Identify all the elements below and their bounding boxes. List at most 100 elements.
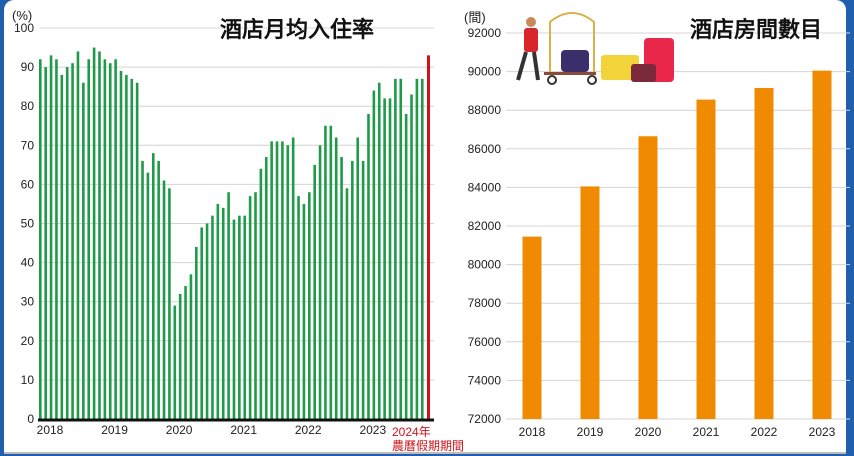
bar xyxy=(76,51,80,420)
rooms-chart: 72000 74000 76000 78000 80000 82000 84000 86000… xyxy=(468,26,850,439)
bar xyxy=(345,188,349,419)
bar xyxy=(211,215,214,419)
bar xyxy=(318,145,322,420)
bar xyxy=(410,94,413,419)
bar xyxy=(754,88,774,419)
x-tick-label: 2019 xyxy=(577,425,604,439)
y-tick-label: 100 xyxy=(14,21,34,35)
bar xyxy=(580,186,600,419)
bar xyxy=(243,215,247,419)
highlight-sublabel: 農曆假期期間 xyxy=(392,439,464,453)
bar xyxy=(151,153,155,419)
y-tick-label: 50 xyxy=(21,217,35,231)
y-tick-label: 74000 xyxy=(468,373,502,387)
y-tick-label: 90 xyxy=(21,60,35,74)
rooms-title: 酒店房間數目 xyxy=(690,17,822,43)
bar xyxy=(420,78,424,419)
y-tick-label: 30 xyxy=(21,295,35,309)
y-tick-label: 0 xyxy=(27,412,34,426)
bar xyxy=(377,82,381,420)
y-tick-label: 88000 xyxy=(468,103,502,117)
y-tick-label: 84000 xyxy=(468,180,502,194)
y-tick-label: 78000 xyxy=(468,296,502,310)
bar xyxy=(200,227,203,419)
bar xyxy=(812,70,832,419)
bar xyxy=(49,55,53,420)
y-tick-label: 10 xyxy=(21,373,35,387)
bar xyxy=(65,67,69,419)
highlight-label: 2024年 xyxy=(392,425,431,439)
occupancy-chart: 0 10 20 30 40 50 60 70 80 90 100 2018 2019 2020 2021 20… xyxy=(14,21,434,437)
bar xyxy=(388,98,392,419)
bar xyxy=(146,172,150,419)
bar xyxy=(195,246,198,419)
bar xyxy=(71,63,74,419)
bar xyxy=(44,67,47,419)
bar xyxy=(638,136,658,419)
rooms-unit: (間) xyxy=(464,10,486,25)
bar xyxy=(82,82,85,420)
bar xyxy=(125,74,128,420)
y-tick-label: 76000 xyxy=(468,335,502,349)
x-tick-label: 2023 xyxy=(359,423,386,437)
bar xyxy=(399,78,403,419)
x-tick-label: 2021 xyxy=(230,423,257,437)
bar xyxy=(324,125,327,419)
y-tick-label: 40 xyxy=(21,256,35,270)
bar xyxy=(361,160,365,419)
bar xyxy=(264,157,268,419)
bar xyxy=(404,114,408,420)
x-tick-label: 2019 xyxy=(101,423,128,437)
bar xyxy=(291,137,295,420)
bar xyxy=(383,98,386,419)
bar xyxy=(286,145,290,420)
bar xyxy=(108,63,112,419)
bar xyxy=(173,305,177,419)
bar xyxy=(696,99,716,420)
bar xyxy=(221,207,225,419)
highlight-bar xyxy=(427,55,430,420)
bar xyxy=(254,192,257,419)
bar xyxy=(87,59,91,419)
bar xyxy=(302,203,306,419)
bar xyxy=(55,59,58,419)
bar xyxy=(168,188,171,419)
infographic: 0 10 20 30 40 50 60 70 80 90 100 2018 2019 2020 2021 20… xyxy=(4,0,850,454)
bar xyxy=(60,74,64,420)
bar xyxy=(313,164,316,419)
bar xyxy=(308,192,311,419)
bar xyxy=(157,160,160,419)
occupancy-title: 酒店月均入住率 xyxy=(220,17,374,43)
x-tick-label: 2018 xyxy=(37,423,64,437)
bar xyxy=(522,236,542,419)
y-tick-label: 60 xyxy=(21,177,35,191)
x-tick-label: 2020 xyxy=(166,423,193,437)
bar xyxy=(248,196,252,419)
bar xyxy=(334,137,338,420)
bar xyxy=(103,59,107,419)
x-tick-label: 2018 xyxy=(519,425,546,439)
bar xyxy=(238,215,241,419)
bar xyxy=(130,78,134,419)
y-tick-label: 92000 xyxy=(468,26,502,40)
bar xyxy=(394,78,397,419)
bar xyxy=(270,141,273,419)
y-tick-label: 80 xyxy=(21,99,35,113)
y-tick-label: 80000 xyxy=(468,258,502,272)
bar xyxy=(275,141,279,419)
bar xyxy=(178,293,182,419)
y-tick-label: 72000 xyxy=(468,412,502,426)
bar xyxy=(259,168,263,419)
bar xyxy=(227,192,230,419)
charts-svg: 0 10 20 30 40 50 60 70 80 90 100 2018 2019 2020 2021 20… xyxy=(12,8,850,453)
x-tick-label: 2020 xyxy=(635,425,662,439)
bar xyxy=(39,59,42,419)
bar xyxy=(232,219,236,419)
y-tick-label: 90000 xyxy=(468,65,502,79)
y-tick-label: 82000 xyxy=(468,219,502,233)
x-tick-label: 2022 xyxy=(295,423,322,437)
bar xyxy=(184,286,187,419)
x-tick-label: 2023 xyxy=(809,425,836,439)
bar xyxy=(141,160,144,419)
bar xyxy=(162,180,166,419)
